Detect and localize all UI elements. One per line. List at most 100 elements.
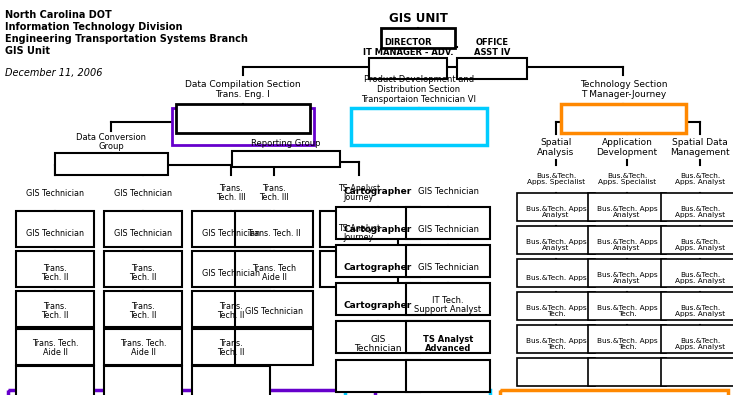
Text: Data Compilation Section
Trans. Eng. I: Data Compilation Section Trans. Eng. I	[185, 80, 301, 99]
Bar	[381, 28, 455, 48]
Bar	[336, 360, 420, 392]
Bar	[104, 291, 182, 327]
Text: Bus.&Tech.
Apps. Analyst: Bus.&Tech. Apps. Analyst	[675, 272, 725, 284]
Bar	[336, 245, 420, 277]
Text: Spatial Data
Management: Spatial Data Management	[670, 138, 730, 157]
Bar	[16, 366, 94, 395]
Text: Engineering Transportation Systems Branch: Engineering Transportation Systems Branc…	[5, 34, 248, 44]
Bar	[588, 259, 666, 287]
Text: Bus.&Tech. Apps: Bus.&Tech. Apps	[526, 275, 586, 281]
Text: Bus.&Tech. Apps
Analyst: Bus.&Tech. Apps Analyst	[526, 239, 586, 251]
Text: Trans.
Tech. II: Trans. Tech. II	[217, 339, 245, 357]
Bar	[192, 211, 270, 247]
Text: Cartographer: Cartographer	[344, 301, 412, 310]
Text: GIS Technician: GIS Technician	[202, 228, 260, 237]
Bar	[588, 325, 666, 353]
Bar	[588, 358, 666, 386]
Text: Spatial
Analysis: Spatial Analysis	[537, 138, 575, 157]
Bar	[561, 104, 686, 133]
Text: Reporting Group: Reporting Group	[251, 139, 321, 147]
Text: GIS Technician: GIS Technician	[418, 224, 479, 233]
Text: Data Conversion
Group: Data Conversion Group	[76, 133, 147, 151]
Text: Bus.&Tech. Apps
Tech.: Bus.&Tech. Apps Tech.	[597, 305, 658, 317]
Text: GIS Technician: GIS Technician	[26, 228, 84, 237]
Text: Application
Development: Application Development	[597, 138, 658, 157]
Text: GIS
Technician: GIS Technician	[354, 335, 402, 354]
Bar	[16, 329, 94, 365]
Bar	[351, 108, 487, 145]
Text: Trans. Tech.
Aide II: Trans. Tech. Aide II	[32, 339, 78, 357]
Text: Trans.
Tech. II: Trans. Tech. II	[41, 302, 69, 320]
Text: Bus.&Tech. Apps
Analyst: Bus.&Tech. Apps Analyst	[597, 272, 658, 284]
Text: GIS Technician: GIS Technician	[26, 188, 84, 198]
Bar	[176, 104, 310, 133]
Text: GIS UNIT: GIS UNIT	[388, 11, 447, 24]
Bar	[320, 251, 398, 287]
Text: Information Technology Division: Information Technology Division	[5, 22, 183, 32]
Text: Cartographer: Cartographer	[344, 186, 412, 196]
Bar	[192, 251, 270, 287]
Bar	[517, 358, 595, 386]
Bar	[406, 360, 490, 392]
Text: Bus.&Tech. Apps
Analyst: Bus.&Tech. Apps Analyst	[597, 239, 658, 251]
Text: GIS Technician: GIS Technician	[245, 307, 303, 316]
Text: Bus.&Tech.
Apps. Analyst: Bus.&Tech. Apps. Analyst	[675, 338, 725, 350]
Text: IT Tech.
Support Analyst: IT Tech. Support Analyst	[414, 295, 482, 314]
Text: Bus.&Tech.
Apps. Analyst: Bus.&Tech. Apps. Analyst	[675, 305, 725, 317]
Text: DIRECTOR
IT MANAGER - ADV.: DIRECTOR IT MANAGER - ADV.	[363, 38, 453, 57]
Text: Bus.&Tech. Apps
Analyst: Bus.&Tech. Apps Analyst	[597, 206, 658, 218]
Bar	[406, 245, 490, 277]
Text: Trans.
Tech. II: Trans. Tech. II	[129, 263, 157, 282]
Bar	[406, 283, 490, 315]
Text: Bus.&Tech.
Apps. Analyst: Bus.&Tech. Apps. Analyst	[675, 206, 725, 218]
Bar	[517, 226, 595, 254]
Bar	[517, 325, 595, 353]
Text: GIS Technician: GIS Technician	[114, 188, 172, 198]
Text: Trans. Tech. II: Trans. Tech. II	[247, 228, 301, 237]
Bar	[336, 283, 420, 315]
Bar	[235, 251, 313, 287]
Bar	[232, 151, 340, 167]
Text: Cartographer: Cartographer	[344, 224, 412, 233]
Text: Trans.
Tech. III: Trans. Tech. III	[216, 184, 246, 202]
Text: Cartographer: Cartographer	[344, 263, 412, 271]
Bar	[172, 108, 314, 145]
Bar	[406, 207, 490, 239]
Text: Trans.
Tech. II: Trans. Tech. II	[217, 302, 245, 320]
Text: Bus.&Tech.
Apps. Specialist: Bus.&Tech. Apps. Specialist	[527, 173, 585, 185]
Bar	[661, 259, 733, 287]
Text: Bus.&Tech. Apps
Tech.: Bus.&Tech. Apps Tech.	[597, 338, 658, 350]
Bar	[661, 325, 733, 353]
Bar	[104, 211, 182, 247]
Bar	[588, 226, 666, 254]
Bar	[55, 153, 168, 175]
Bar	[8, 390, 375, 395]
Text: Bus.&Tech. Apps
Tech.: Bus.&Tech. Apps Tech.	[526, 338, 586, 350]
Text: December 11, 2006: December 11, 2006	[5, 68, 103, 78]
Bar	[500, 390, 728, 395]
Bar	[457, 58, 527, 79]
Bar	[661, 193, 733, 221]
Text: TS Analyst
Journey: TS Analyst Journey	[338, 184, 380, 202]
Bar	[517, 292, 595, 320]
Bar	[661, 226, 733, 254]
Bar	[16, 251, 94, 287]
Text: Bus.&Tech.
Apps. Analyst: Bus.&Tech. Apps. Analyst	[675, 239, 725, 251]
Text: Trans.
Tech. II: Trans. Tech. II	[41, 263, 69, 282]
Bar	[235, 291, 313, 327]
Text: Bus.&Tech. Apps
Analyst: Bus.&Tech. Apps Analyst	[526, 206, 586, 218]
Bar	[661, 292, 733, 320]
Bar	[192, 329, 270, 365]
Bar	[517, 259, 595, 287]
Bar	[192, 291, 270, 327]
Text: Trans.
Tech. III: Trans. Tech. III	[259, 184, 289, 202]
Bar	[320, 211, 398, 247]
Bar	[336, 207, 420, 239]
Text: OFFICE
ASST IV: OFFICE ASST IV	[474, 38, 510, 57]
Bar	[345, 390, 490, 395]
Text: Bus.&Tech. Apps
Tech.: Bus.&Tech. Apps Tech.	[526, 305, 586, 317]
Text: GIS Technician: GIS Technician	[418, 186, 479, 196]
Text: Technology Section
T Manager-Journey: Technology Section T Manager-Journey	[580, 80, 667, 99]
Bar	[104, 366, 182, 395]
Text: North Carolina DOT: North Carolina DOT	[5, 10, 111, 20]
